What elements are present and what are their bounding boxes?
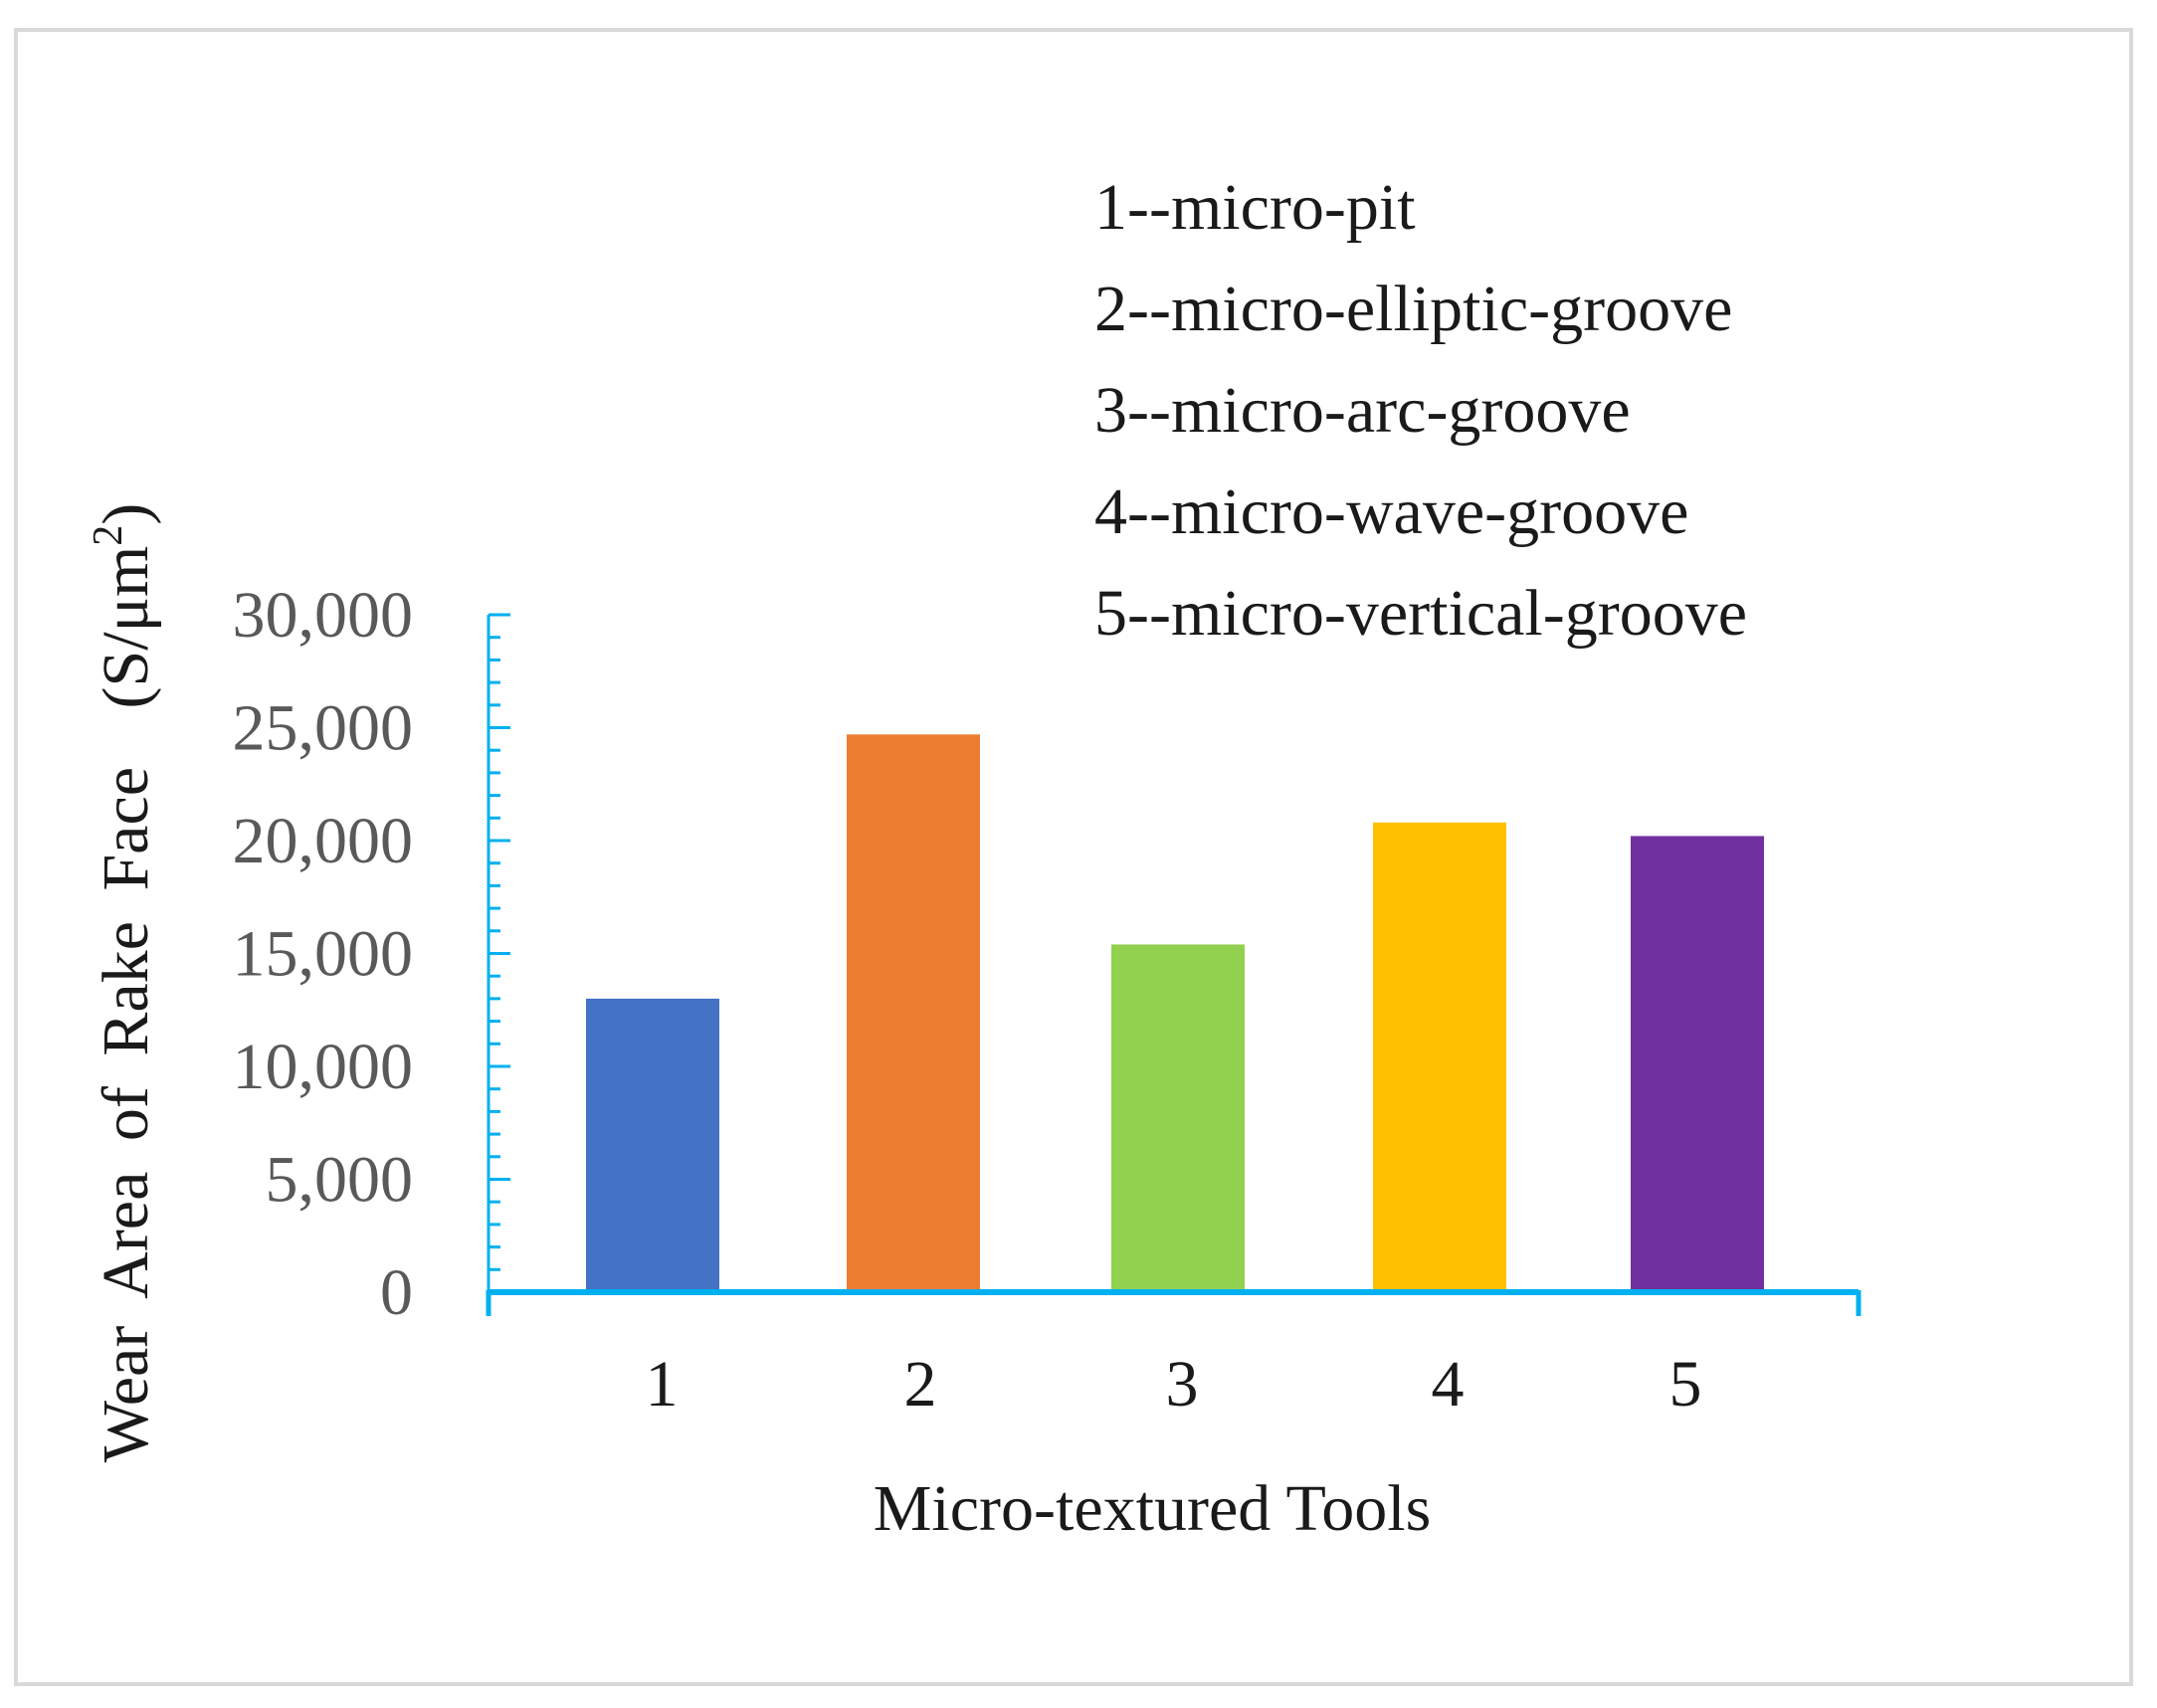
y-axis-title-unit-close: ) (90, 503, 162, 525)
x-axis-title: Micro-textured Tools (874, 1472, 1432, 1545)
y-axis-title: Wear Area of Rake Face (S/μm2) (86, 503, 162, 1463)
bar-1 (586, 998, 719, 1292)
x-axis (486, 1289, 1862, 1316)
legend-entry-5: 5--micro-vertical-groove (1094, 577, 1747, 650)
x-tick-labels: 1 2 3 4 5 (646, 1348, 1702, 1421)
y-tick-label: 15,000 (233, 918, 414, 991)
y-tick-label: 30,000 (233, 579, 414, 652)
y-tick-labels: 0 5,000 10,000 15,000 20,000 25,000 30,000 (233, 579, 414, 1329)
x-tick-label: 1 (646, 1348, 679, 1421)
y-tick-label: 10,000 (233, 1031, 414, 1103)
legend: 1--micro-pit 2--micro-elliptic-groove 3-… (1094, 171, 1747, 650)
bar-2 (847, 734, 980, 1292)
x-tick-label: 2 (904, 1348, 937, 1421)
bar-3 (1111, 944, 1245, 1292)
legend-entry-1: 1--micro-pit (1094, 171, 1416, 244)
y-axis-minor-ticks (489, 613, 510, 1294)
x-tick-label: 4 (1432, 1348, 1465, 1421)
y-tick-label: 0 (380, 1256, 413, 1329)
bar-5 (1631, 836, 1764, 1292)
y-tick-label: 5,000 (266, 1144, 414, 1217)
legend-entry-2: 2--micro-elliptic-groove (1094, 273, 1732, 345)
x-tick-label: 5 (1669, 1348, 1702, 1421)
legend-entry-4: 4--micro-wave-groove (1094, 475, 1688, 548)
y-axis-title-main: Wear Area of Rake Face (90, 767, 162, 1462)
y-axis-title-unit: (S/μm (90, 546, 162, 709)
figure-frame (14, 28, 2133, 1686)
bar-4 (1373, 822, 1506, 1292)
bars (586, 734, 1764, 1292)
legend-entry-3: 3--micro-arc-groove (1094, 374, 1631, 447)
svg-text:Wear Area of Rake Face (: Wear Area of Rake Face (S/μm2) (86, 503, 162, 1463)
x-tick-label: 3 (1166, 1348, 1199, 1421)
y-axis-title-unit-superscript: 2 (86, 525, 131, 546)
y-tick-label: 25,000 (233, 692, 414, 765)
y-tick-label: 20,000 (233, 805, 414, 877)
